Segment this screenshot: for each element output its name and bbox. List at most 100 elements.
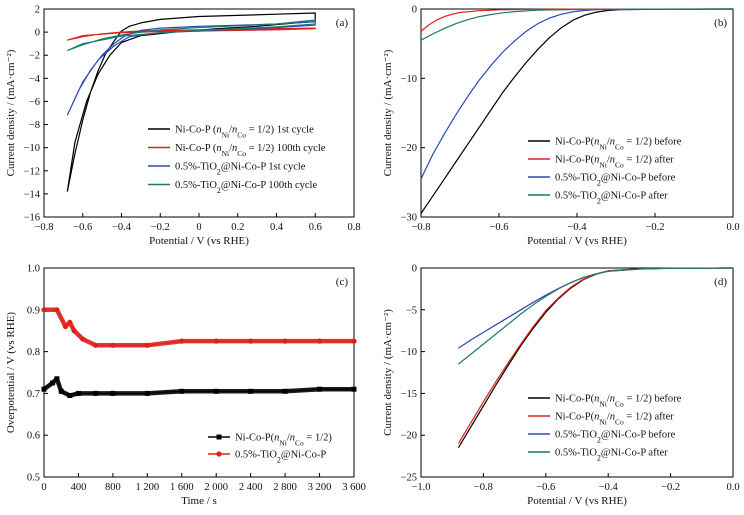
y-axis-label: Current density / (mA·cm⁻²) bbox=[382, 309, 394, 436]
x-tick-label: 2 400 bbox=[239, 482, 263, 493]
x-tick-label: −0.6 bbox=[489, 222, 508, 233]
x-tick-label: 0.4 bbox=[270, 222, 284, 233]
legend-entry: Ni-Co-P(nNi/nCo = 1/2) before bbox=[528, 137, 682, 152]
legend-entry: Ni-Co-P (nNi/nCo = 1/2) 1st cycle bbox=[148, 125, 314, 140]
x-tick-label: −0.8 bbox=[411, 222, 430, 233]
series-2 bbox=[420, 8, 734, 180]
x-tick-label: 1 600 bbox=[170, 482, 194, 493]
y-tick-label: 0.9 bbox=[27, 305, 40, 316]
series-line bbox=[420, 8, 734, 214]
series-band bbox=[42, 376, 354, 398]
x-tick-label: 2 800 bbox=[273, 482, 297, 493]
chart-panel-d: −1.0 −0.8 −0.6 −0.4 −0.2 0.0 −25 −20 −15 −10 −5 0 Po… bbox=[382, 264, 740, 508]
x-tick-label: −0.6 bbox=[536, 482, 555, 493]
x-tick-label: −0.2 bbox=[661, 482, 680, 493]
series-2 bbox=[66, 21, 316, 116]
y-axis-label: Overpotential / V (vs RHE) bbox=[5, 312, 17, 434]
y-tick-label: −4 bbox=[29, 74, 41, 85]
x-axis-label: Time / s bbox=[181, 495, 217, 507]
y-tick-label: 0.5 bbox=[27, 473, 40, 484]
legend-label: Ni-Co-P (nNi/nCo = 1/2) 1st cycle bbox=[175, 125, 314, 140]
y-tick-label: −20 bbox=[401, 431, 417, 442]
legend-label: Ni-Co-P(nNi/nCo = 1/2) before bbox=[555, 394, 682, 409]
x-tick-label: −0.8 bbox=[474, 482, 493, 493]
x-tick-label: −0.6 bbox=[73, 222, 92, 233]
legend-label: 0.5%-TiO2@Ni-Co-P before bbox=[555, 173, 676, 188]
y-axis-label: Current density / (mA·cm⁻²) bbox=[5, 49, 17, 176]
x-tick-label: 3 200 bbox=[308, 482, 332, 493]
y-tick-label: −10 bbox=[24, 143, 40, 154]
series-line bbox=[458, 267, 734, 349]
x-axis-label: Potential / V (vs RHE) bbox=[527, 235, 627, 247]
y-tick-label: −25 bbox=[401, 473, 417, 484]
y-tick-label: −16 bbox=[24, 213, 40, 224]
plot-frame bbox=[420, 267, 734, 478]
legend-entry: 0.5%-TiO2@Ni-Co-P 100th cycle bbox=[148, 180, 317, 195]
x-axis-label: Potential / V (vs RHE) bbox=[527, 495, 627, 507]
legend-entry: Ni-Co-P(nNi/nCo = 1/2) bbox=[208, 433, 332, 448]
series-1 bbox=[67, 27, 316, 41]
y-tick-label: 0 bbox=[412, 5, 417, 16]
series-band bbox=[44, 307, 354, 348]
x-tick-label: −0.4 bbox=[567, 222, 587, 233]
panel-label: (a) bbox=[336, 17, 349, 29]
legend-label: Ni-Co-P(nNi/nCo = 1/2) before bbox=[555, 137, 682, 152]
y-tick-label: 2 bbox=[35, 5, 40, 16]
chart-panel-c: 0 400 800 1 200 1 600 2 000 2 400 2 800 3 200 3 6… bbox=[5, 264, 366, 508]
x-tick-label: 2 000 bbox=[204, 482, 228, 493]
legend-label: 0.5%-TiO2@Ni-Co-P bbox=[235, 450, 326, 465]
y-axis-label: Current density / (mA·cm⁻²) bbox=[382, 49, 394, 176]
legend-label: Ni-Co-P(nNi/nCo = 1/2) after bbox=[555, 412, 674, 427]
legend-entry: 0.5%-TiO2@Ni-Co-P after bbox=[528, 191, 668, 206]
x-axis-label: Potential / V (vs RHE) bbox=[149, 235, 249, 247]
y-tick-label: 0 bbox=[35, 28, 40, 39]
legend-entry: 0.5%-TiO2@Ni-Co-P bbox=[208, 450, 326, 465]
series-line bbox=[458, 267, 734, 365]
series-0 bbox=[66, 12, 316, 192]
x-tick-label: 1 200 bbox=[136, 482, 160, 493]
series-line bbox=[420, 8, 734, 180]
series-0 bbox=[41, 376, 357, 398]
x-tick-label: 0.6 bbox=[309, 222, 322, 233]
legend-label: Ni-Co-P(nNi/nCo = 1/2) after bbox=[555, 155, 674, 170]
x-tick-label: 800 bbox=[105, 482, 121, 493]
x-tick-label: 400 bbox=[71, 482, 87, 493]
legend-entry: 0.5%-TiO2@Ni-Co-P before bbox=[528, 430, 676, 444]
legend-entry: Ni-Co-P(nNi/nCo = 1/2) after bbox=[528, 155, 674, 170]
x-tick-label: 0.0 bbox=[726, 482, 739, 493]
legend-label: 0.5%-TiO2@Ni-Co-P after bbox=[555, 448, 668, 463]
plot-frame bbox=[43, 267, 355, 478]
plot-frame bbox=[420, 8, 734, 218]
series-3 bbox=[458, 267, 734, 365]
y-tick-label: −10 bbox=[401, 347, 417, 358]
series-line bbox=[66, 21, 316, 116]
legend-entry: 0.5%-TiO2@Ni-Co-P before bbox=[528, 173, 676, 188]
legend-entry: Ni-Co-P(nNi/nCo = 1/2) after bbox=[528, 412, 674, 427]
legend-entry: 0.5%-TiO2@Ni-Co-P 1st cycle bbox=[148, 162, 306, 176]
series-0 bbox=[420, 8, 734, 214]
x-tick-label: −0.8 bbox=[34, 222, 53, 233]
chart-panel-a: −0.8 −0.6 −0.4 −0.2 0 0.2 0.4 0.6 0.8 −16 −14 −12 −1… bbox=[5, 5, 361, 248]
legend-label: Ni-Co-P (nNi/nCo = 1/2) 100th cycle bbox=[175, 143, 326, 158]
y-tick-label: −8 bbox=[29, 120, 40, 131]
y-tick-label: −5 bbox=[406, 305, 417, 316]
y-tick-label: −20 bbox=[401, 143, 417, 154]
legend-marker bbox=[216, 451, 222, 457]
legend-label: 0.5%-TiO2@Ni-Co-P after bbox=[555, 191, 668, 206]
y-tick-label: −2 bbox=[29, 51, 40, 62]
legend-label: Ni-Co-P(nNi/nCo = 1/2) bbox=[235, 433, 332, 448]
y-tick-label: −15 bbox=[401, 389, 417, 400]
y-tick-label: 0.8 bbox=[27, 347, 40, 358]
y-tick-label: −10 bbox=[401, 74, 417, 85]
x-tick-label: −1.0 bbox=[411, 482, 430, 493]
data-point bbox=[41, 386, 47, 392]
series-3 bbox=[67, 19, 316, 52]
series-line bbox=[420, 8, 734, 41]
legend-label: 0.5%-TiO2@Ni-Co-P 100th cycle bbox=[175, 180, 317, 195]
x-tick-label: 0.0 bbox=[726, 222, 739, 233]
panel-label: (b) bbox=[714, 17, 727, 29]
series-2 bbox=[458, 267, 734, 349]
legend-entry: Ni-Co-P (nNi/nCo = 1/2) 100th cycle bbox=[148, 143, 326, 158]
series-3 bbox=[420, 8, 734, 41]
